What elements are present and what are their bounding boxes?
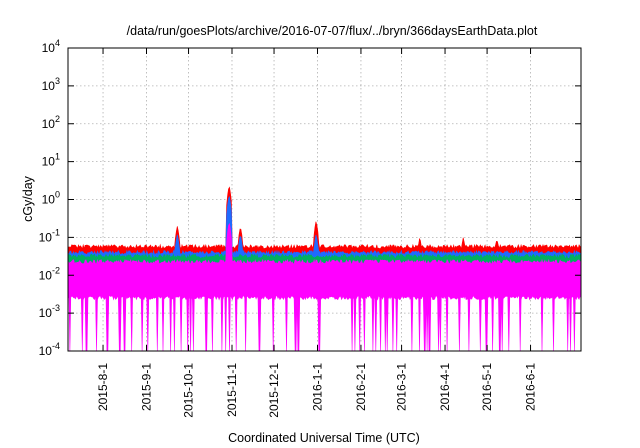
y-tick-label: 101 (42, 152, 60, 169)
series-band-1 (67, 195, 582, 266)
y-tick-label: 102 (42, 114, 60, 131)
x-tick-label: 2016-1-1 (310, 363, 324, 411)
y-axis-label: cGy/day (21, 175, 35, 222)
y-tick-label: 10-2 (39, 265, 60, 282)
x-axis-label: Coordinated Universal Time (UTC) (228, 431, 420, 445)
x-tick-label: 2016-4-1 (438, 363, 452, 411)
x-tick-label: 2016-3-1 (395, 363, 409, 411)
x-tick-label: 2016-2-1 (354, 363, 368, 411)
y-tick-label: 100 (42, 190, 60, 207)
y-tick-label: 10-4 (39, 341, 60, 358)
y-tick-label: 10-3 (39, 303, 60, 320)
series-band-0 (67, 186, 582, 260)
x-axis: 2015-8-1 2015-9-1 2015-10-1 2015-11-1 2015-1… (96, 48, 538, 418)
series-band-3 (67, 222, 582, 352)
x-tick-label: 2015-10-1 (182, 363, 196, 418)
y-tick-label: 10-1 (39, 227, 60, 244)
y-tick-label: 103 (42, 76, 60, 93)
x-tick-label: 2015-12-1 (267, 363, 281, 418)
x-tick-label: 2016-6-1 (524, 363, 538, 411)
y-tick-label: 104 (42, 38, 60, 55)
x-tick-label: 2015-9-1 (139, 363, 153, 411)
x-tick-label: 2016-5-1 (480, 363, 494, 411)
grid (68, 48, 581, 351)
series-layer (67, 186, 582, 352)
x-tick-label: 2015-11-1 (225, 363, 239, 417)
x-tick-label: 2015-8-1 (96, 363, 110, 411)
chart-title: /data/run/goesPlots/archive/2016-07-07/f… (127, 24, 538, 38)
